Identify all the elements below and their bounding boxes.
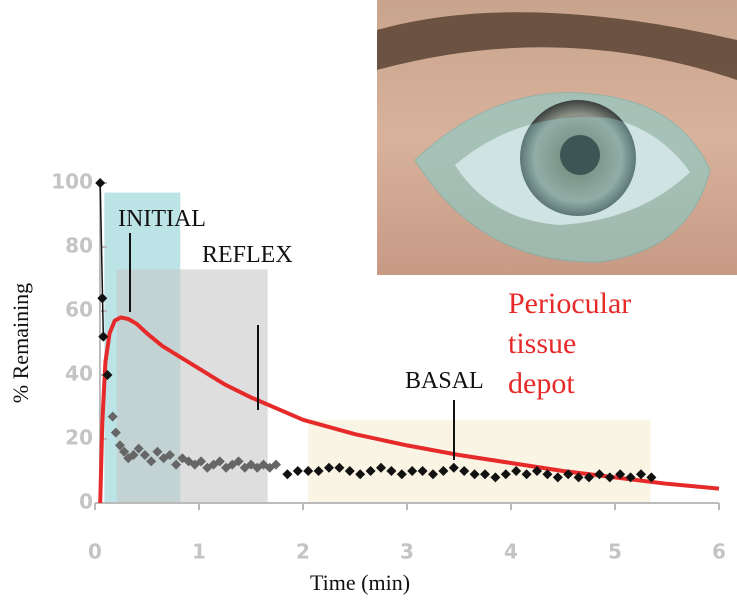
data-point [552, 472, 563, 483]
data-point [313, 466, 324, 476]
data-point [146, 456, 157, 467]
data-point [646, 472, 657, 483]
data-point [114, 440, 125, 451]
data-point [270, 459, 281, 470]
data-point [542, 469, 553, 480]
region-label: BASAL [405, 368, 484, 394]
data-point [107, 411, 118, 422]
y-tick-label: 100 [51, 170, 93, 194]
y-tick-label: 0 [79, 490, 93, 514]
region-label: INITIAL [118, 206, 206, 232]
y-tick-label: 80 [65, 234, 93, 258]
data-point [133, 443, 144, 454]
data-point [480, 469, 490, 480]
curve-label: Periocular [508, 287, 631, 320]
data-point [428, 469, 438, 480]
data-point [521, 469, 532, 480]
data-point [396, 469, 407, 480]
curve-label: tissue [508, 327, 576, 360]
data-point [152, 446, 163, 457]
curve-label: depot [508, 367, 575, 400]
data-point [355, 469, 366, 480]
data-point [292, 466, 303, 476]
data-point [438, 466, 449, 476]
x-tick-label: 4 [504, 540, 518, 564]
data-point [417, 466, 428, 476]
data-point [171, 459, 182, 470]
eye-photo [377, 0, 737, 275]
x-axis-label: Time (min) [310, 570, 410, 595]
data-point [386, 466, 397, 476]
data-point [448, 462, 459, 473]
plot-area: 0 20 40 60 80 100 0 1 2 3 4 5 6 [51, 170, 726, 564]
data-point [334, 462, 345, 473]
data-point [563, 469, 574, 480]
drop-line [99, 182, 105, 337]
x-tick-label: 3 [400, 540, 414, 564]
data-point [376, 462, 386, 473]
data-point [365, 466, 376, 476]
data-point [407, 466, 418, 476]
data-point [615, 469, 626, 480]
x-tick-label: 5 [608, 540, 622, 564]
data-point [625, 472, 636, 483]
data-point [604, 472, 615, 483]
data-point [110, 427, 121, 438]
x-tick-label: 6 [712, 540, 726, 564]
data-point [303, 466, 314, 476]
data-point [282, 469, 293, 480]
y-tick-label: 60 [65, 298, 93, 322]
x-tick-label: 2 [296, 540, 310, 564]
data-point [324, 462, 334, 473]
depot-curve [98, 315, 720, 504]
data-point [573, 472, 584, 483]
data-point [196, 456, 207, 467]
data-point [102, 370, 113, 380]
y-tick-label: 20 [65, 426, 93, 450]
data-point [139, 450, 150, 460]
data-point [459, 466, 470, 476]
data-point [490, 472, 501, 483]
data-point [594, 469, 605, 480]
data-point [636, 469, 646, 480]
data-point [469, 469, 480, 480]
data-point [584, 472, 594, 483]
data-point [344, 466, 355, 476]
data-point [511, 466, 522, 476]
data-point [164, 450, 175, 460]
data-point [532, 466, 542, 476]
region-label: REFLEX [202, 242, 293, 268]
region [308, 419, 651, 503]
data-point [214, 456, 225, 467]
x-tick-label: 0 [88, 540, 102, 564]
data-point [119, 446, 130, 457]
x-tick-label: 1 [192, 540, 206, 564]
y-axis-label: % Remaining [8, 283, 33, 403]
data-point [128, 450, 139, 460]
y-tick-label: 40 [65, 362, 93, 386]
data-point [233, 456, 244, 467]
data-point [500, 469, 511, 480]
